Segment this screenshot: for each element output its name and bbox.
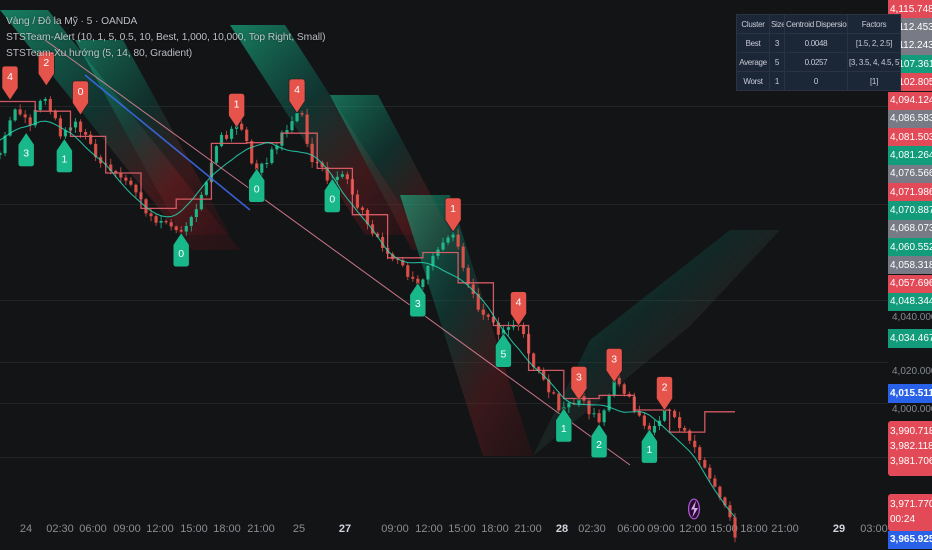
svg-text:1: 1 — [61, 154, 67, 166]
svg-text:1: 1 — [450, 203, 456, 215]
svg-text:3: 3 — [415, 298, 421, 310]
svg-text:0: 0 — [78, 86, 84, 98]
svg-text:4: 4 — [294, 84, 300, 96]
svg-text:0: 0 — [254, 183, 260, 195]
svg-text:3: 3 — [23, 148, 29, 160]
svg-text:4: 4 — [7, 71, 13, 83]
svg-text:1: 1 — [646, 444, 652, 456]
svg-text:2: 2 — [596, 439, 602, 451]
svg-text:2: 2 — [662, 382, 668, 394]
svg-text:5: 5 — [500, 348, 506, 360]
svg-text:4: 4 — [516, 297, 522, 309]
svg-text:0: 0 — [329, 194, 335, 206]
svg-text:3: 3 — [576, 372, 582, 384]
svg-text:1: 1 — [561, 423, 567, 435]
svg-text:0: 0 — [178, 248, 184, 260]
svg-text:1: 1 — [234, 99, 240, 111]
svg-text:3: 3 — [611, 354, 617, 366]
